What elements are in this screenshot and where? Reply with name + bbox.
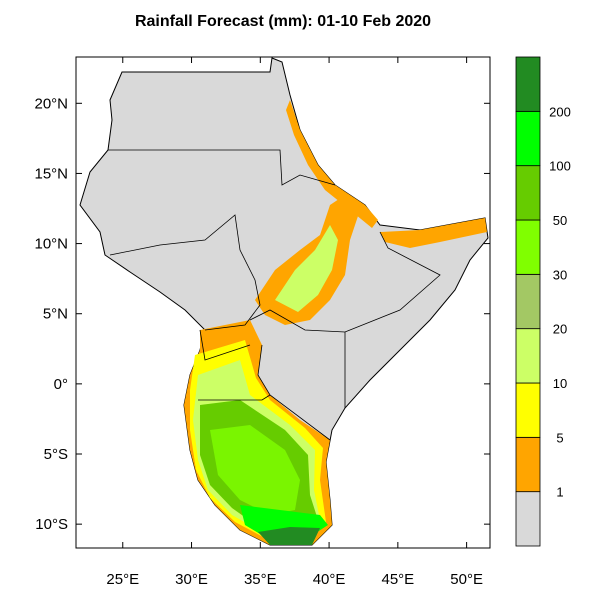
borders bbox=[108, 149, 441, 441]
colorbar-label: 100 bbox=[549, 159, 571, 174]
colorbar-box bbox=[515, 328, 541, 384]
y-tick-label: 0° bbox=[54, 376, 68, 393]
border bbox=[257, 344, 331, 441]
colorbar-box bbox=[515, 491, 541, 547]
x-tick-label: 25°E bbox=[106, 571, 139, 588]
y-tick-label: 5°S bbox=[44, 446, 68, 463]
x-tick-label: 45°E bbox=[381, 571, 414, 588]
rain-somalia-coast bbox=[380, 218, 487, 248]
x-tick-label: 40°E bbox=[313, 571, 346, 588]
border bbox=[249, 231, 441, 333]
rain-dark-green bbox=[258, 527, 320, 545]
colorbar: 1 5 10 20 30 50 100 200 bbox=[515, 56, 571, 547]
colorbar-label: 200 bbox=[549, 104, 571, 119]
map-frame bbox=[75, 56, 491, 549]
x-tick-label: 50°E bbox=[450, 571, 483, 588]
colorbar-box bbox=[515, 436, 541, 493]
border bbox=[108, 149, 336, 186]
map-title: Rainfall Forecast (mm): 01-10 Feb 2020 bbox=[135, 13, 431, 30]
colorbar-label: 20 bbox=[553, 322, 567, 337]
colorbar-box bbox=[515, 273, 541, 330]
colorbar-label: 30 bbox=[553, 267, 567, 282]
colorbar-box bbox=[515, 382, 541, 438]
colorbar-label: 1 bbox=[556, 485, 563, 500]
colorbar-box bbox=[515, 165, 541, 221]
border bbox=[199, 329, 251, 361]
y-tick-label: 10°S bbox=[35, 516, 68, 533]
y-tick-label: 15°N bbox=[34, 165, 68, 182]
colorbar-label: 10 bbox=[553, 376, 567, 391]
colorbar-label: 50 bbox=[553, 213, 567, 228]
colorbar-box bbox=[515, 219, 541, 275]
border bbox=[109, 214, 261, 331]
map-area bbox=[79, 57, 489, 546]
border bbox=[198, 394, 271, 401]
x-tick-label: 30°E bbox=[175, 571, 208, 588]
y-tick-label: 5°N bbox=[43, 306, 68, 323]
colorbar-box bbox=[515, 110, 541, 167]
y-tick-label: 10°N bbox=[34, 236, 68, 253]
colorbar-box bbox=[515, 56, 541, 112]
y-tick-label: 20°N bbox=[34, 95, 68, 112]
x-tick-label: 35°E bbox=[244, 571, 277, 588]
rain-lime bbox=[210, 425, 300, 515]
colorbar-label: 5 bbox=[556, 430, 563, 445]
rain-red-sea-coast bbox=[286, 100, 378, 228]
rain-ethiopia-inner bbox=[275, 225, 338, 312]
